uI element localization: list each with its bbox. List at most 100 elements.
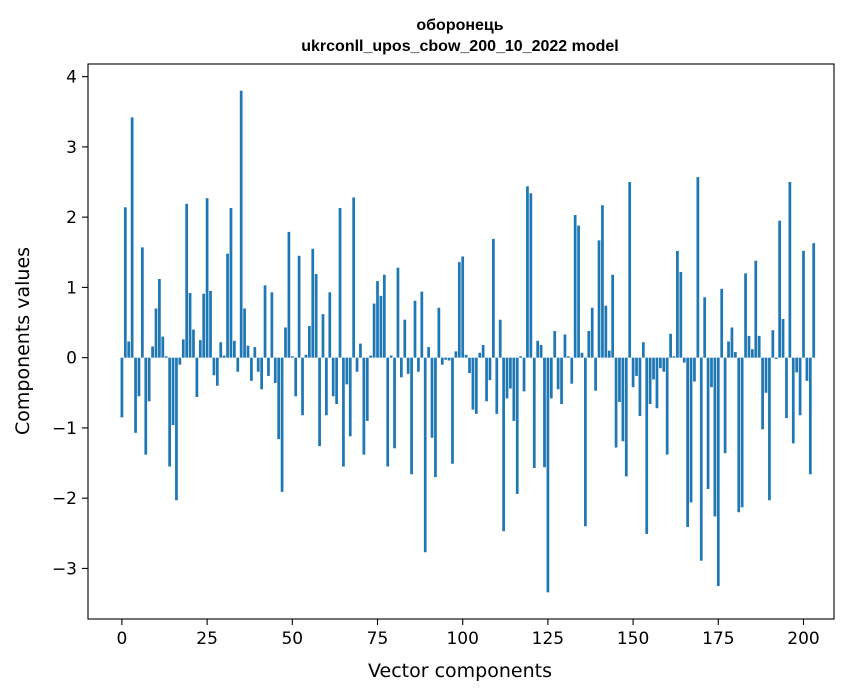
x-tick-label: 175 — [702, 629, 734, 649]
bar-196 — [788, 182, 792, 358]
bar-173 — [710, 357, 713, 388]
bar-169 — [696, 177, 700, 358]
bar-119 — [526, 186, 529, 358]
bar-4 — [134, 357, 137, 433]
bar-32 — [229, 208, 233, 358]
bar-115 — [512, 357, 516, 421]
bar-130 — [563, 334, 567, 358]
bar-111 — [498, 319, 502, 358]
bar-144 — [611, 274, 615, 358]
bar-163 — [676, 250, 679, 358]
bar-72 — [365, 357, 369, 421]
bar-47 — [280, 357, 284, 492]
bar-3 — [130, 117, 134, 358]
bar-86 — [413, 300, 417, 358]
bar-129 — [560, 357, 563, 405]
bar-186 — [754, 260, 758, 358]
bar-159 — [662, 357, 666, 372]
bar-146 — [618, 357, 621, 402]
bar-131 — [566, 356, 570, 358]
bar-24 — [202, 293, 206, 358]
bar-41 — [260, 357, 263, 390]
bar-73 — [369, 355, 373, 358]
bar-175 — [716, 357, 720, 586]
x-tick-label: 75 — [367, 629, 389, 649]
chart-title: оборонець — [416, 17, 503, 34]
bar-69 — [355, 357, 359, 372]
bar-39 — [253, 347, 257, 358]
bar-68 — [352, 197, 356, 358]
bar-139 — [594, 357, 597, 391]
bar-45 — [273, 357, 277, 383]
bar-157 — [655, 357, 659, 409]
bar-1 — [123, 207, 127, 358]
bar-83 — [403, 319, 407, 358]
bar-59 — [321, 314, 325, 358]
y-tick-label: 1 — [66, 278, 77, 298]
bar-103 — [471, 357, 475, 410]
bar-114 — [509, 357, 512, 389]
bar-189 — [764, 357, 768, 393]
bar-28 — [215, 357, 219, 386]
bar-87 — [417, 357, 420, 372]
bar-10 — [154, 308, 158, 358]
bar-14 — [168, 357, 171, 467]
bar-79 — [389, 355, 393, 358]
bar-90 — [427, 347, 430, 358]
chart-subtitle: ukrconll_upos_cbow_200_10_2022 model — [301, 38, 618, 55]
bar-35 — [239, 90, 243, 358]
bar-187 — [757, 335, 761, 358]
bar-33 — [233, 340, 236, 358]
bar-46 — [277, 357, 281, 440]
bar-166 — [686, 357, 689, 527]
bar-108 — [488, 357, 492, 381]
bar-85 — [410, 357, 413, 475]
bar-106 — [481, 345, 485, 358]
bar-36 — [243, 308, 246, 358]
bar-26 — [209, 290, 212, 358]
bar-20 — [188, 293, 192, 358]
bar-97 — [451, 357, 454, 464]
bar-195 — [785, 357, 788, 419]
bar-34 — [236, 357, 240, 372]
bar-136 — [584, 357, 587, 527]
bar-61 — [328, 292, 332, 358]
bar-154 — [645, 357, 649, 534]
bar-95 — [444, 357, 448, 360]
bar-185 — [751, 349, 754, 358]
bar-21 — [192, 329, 195, 358]
bar-78 — [386, 357, 390, 467]
bar-135 — [580, 352, 584, 358]
bar-66 — [345, 357, 349, 385]
bar-161 — [669, 333, 672, 358]
y-tick-label: 2 — [66, 208, 77, 228]
bar-7 — [144, 357, 148, 455]
x-tick-label: 125 — [532, 629, 564, 649]
y-tick-label: 3 — [66, 138, 77, 158]
bar-181 — [737, 357, 741, 513]
bar-134 — [577, 225, 580, 358]
bar-167 — [689, 357, 693, 503]
y-tick-label: 4 — [66, 68, 77, 88]
bar-149 — [628, 182, 632, 358]
bar-80 — [393, 357, 396, 449]
bar-31 — [226, 253, 229, 358]
y-axis-label: Components values — [12, 247, 34, 435]
bar-148 — [624, 357, 628, 477]
bar-141 — [601, 205, 604, 358]
bar-156 — [652, 357, 655, 380]
bar-16 — [175, 357, 178, 501]
y-tick-label: −1 — [52, 419, 77, 439]
bar-88 — [420, 291, 424, 358]
bar-202 — [808, 357, 812, 475]
bar-37 — [246, 345, 250, 358]
bar-121 — [532, 357, 536, 468]
bar-151 — [635, 357, 638, 376]
bar-190 — [768, 357, 771, 501]
bar-91 — [430, 357, 434, 438]
bar-107 — [485, 357, 488, 402]
x-tick-label: 50 — [281, 629, 303, 649]
bar-17 — [178, 357, 182, 365]
bar-153 — [641, 342, 645, 358]
